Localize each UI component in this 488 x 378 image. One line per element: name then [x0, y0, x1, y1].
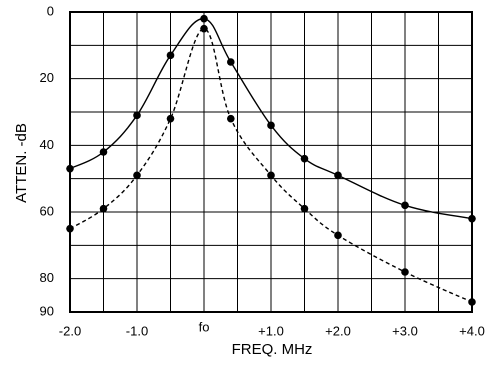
solid-series-point [334, 171, 342, 180]
plot-frame-layer [69, 11, 473, 313]
dashed-series-point [401, 268, 409, 276]
solid-series-point [227, 58, 235, 66]
dashed-series-line [69, 27, 473, 303]
dashed-series-point [468, 298, 476, 306]
dashed-series-point [267, 171, 275, 180]
dashed-series-point [166, 114, 175, 123]
x-tick-label: +1.0 [258, 323, 284, 338]
solid-series-point [267, 121, 275, 130]
x-tick-label: -2.0 [59, 323, 81, 338]
solid-series-point [468, 214, 476, 223]
x-tick-label: +2.0 [325, 323, 351, 338]
solid-series-point [166, 51, 175, 60]
y-tick-label: 40 [40, 137, 54, 152]
x-axis-title: FREQ. MHz [232, 341, 313, 358]
solid-series-point [401, 201, 409, 210]
plot-frame [69, 11, 473, 313]
y-tick-labels: 0 20 40 60 80 90 [40, 3, 54, 318]
solid-series-point [300, 154, 309, 163]
points-layer [66, 14, 476, 306]
y-tick-label: 0 [47, 3, 54, 18]
chart-grid [69, 11, 473, 313]
x-tick-label: +4.0 [459, 323, 485, 338]
x-tick-label: +3.0 [392, 323, 418, 338]
y-tick-label: 60 [40, 203, 54, 218]
solid-series-point [99, 148, 108, 156]
x-tick-labels: -2.0 -1.0 fo +1.0 +2.0 +3.0 +4.0 [59, 319, 485, 338]
dashed-series-point [133, 171, 141, 180]
y-tick-label: 20 [40, 70, 54, 85]
dashed-series-point [334, 231, 342, 240]
y-tick-label: 80 [40, 270, 54, 285]
y-tick-label: 90 [40, 303, 54, 318]
solid-series-point [133, 111, 141, 120]
x-tick-label: -1.0 [126, 323, 148, 338]
y-axis-title: ATTEN. -dB [13, 123, 30, 203]
dashed-series-point [227, 114, 235, 123]
dashed-series-point [300, 204, 309, 213]
dashed-series-point [200, 24, 208, 33]
dashed-series-point [66, 224, 74, 233]
dashed-series-point [99, 204, 108, 213]
solid-series-point [200, 14, 208, 23]
x-tick-label: fo [199, 319, 210, 334]
solid-series-point [66, 164, 74, 173]
